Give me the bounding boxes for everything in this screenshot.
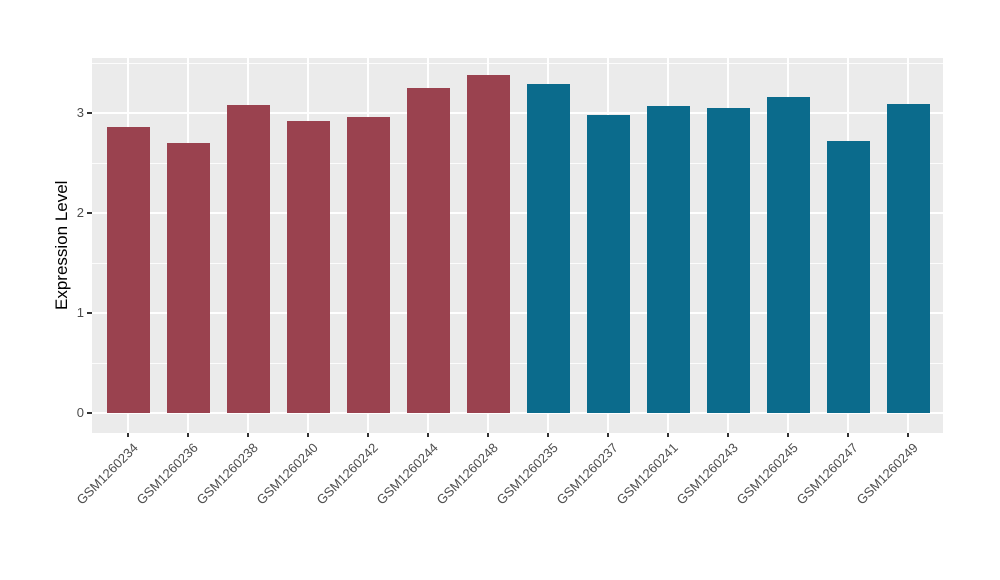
bar-GSM1260245	[766, 97, 810, 413]
x-tick-label: GSM1260249	[853, 440, 921, 508]
bar-GSM1260240	[286, 121, 330, 413]
major-gridline	[92, 412, 943, 414]
minor-gridline	[92, 163, 943, 164]
x-tick-mark	[607, 433, 609, 437]
x-tick-mark	[847, 433, 849, 437]
y-tick-label: 2	[76, 205, 84, 220]
bar-GSM1260247	[826, 141, 870, 413]
x-tick-mark	[247, 433, 249, 437]
bar-GSM1260248	[466, 75, 510, 413]
x-tick-mark	[487, 433, 489, 437]
y-tick-mark	[87, 112, 92, 114]
y-tick-label: 3	[76, 105, 84, 120]
x-tick-label: GSM1260237	[553, 440, 621, 508]
x-tick-label: GSM1260235	[493, 440, 561, 508]
bar-GSM1260243	[706, 108, 750, 413]
x-tick-mark	[667, 433, 669, 437]
x-tick-mark	[307, 433, 309, 437]
major-gridline	[92, 112, 943, 114]
y-tick-label: 0	[76, 405, 84, 420]
bar-GSM1260242	[346, 117, 390, 413]
y-tick-mark	[87, 412, 92, 414]
bar-GSM1260237	[586, 115, 630, 413]
x-tick-label: GSM1260240	[253, 440, 321, 508]
x-tick-label: GSM1260248	[433, 440, 501, 508]
minor-gridline	[92, 263, 943, 264]
x-tick-label: GSM1260243	[673, 440, 741, 508]
bar-GSM1260234	[106, 127, 150, 413]
x-tick-label: GSM1260245	[733, 440, 801, 508]
x-tick-mark	[427, 433, 429, 437]
x-tick-mark	[187, 433, 189, 437]
x-tick-label: GSM1260234	[73, 440, 141, 508]
y-tick-mark	[87, 312, 92, 314]
x-tick-label: GSM1260241	[613, 440, 681, 508]
x-tick-mark	[907, 433, 909, 437]
x-tick-mark	[547, 433, 549, 437]
x-tick-label: GSM1260244	[373, 440, 441, 508]
major-gridline	[92, 212, 943, 214]
bar-GSM1260238	[226, 105, 270, 413]
y-tick-mark	[87, 212, 92, 214]
bar-GSM1260236	[166, 143, 210, 413]
minor-gridline	[92, 363, 943, 364]
y-tick-label: 1	[76, 305, 84, 320]
x-tick-label: GSM1260236	[133, 440, 201, 508]
x-tick-mark	[787, 433, 789, 437]
bar-GSM1260241	[646, 106, 690, 413]
x-tick-label: GSM1260247	[793, 440, 861, 508]
minor-gridline	[92, 63, 943, 64]
major-gridline	[92, 312, 943, 314]
x-tick-mark	[727, 433, 729, 437]
bar-GSM1260235	[526, 84, 570, 413]
x-tick-label: GSM1260238	[193, 440, 261, 508]
bar-GSM1260249	[886, 104, 930, 413]
x-tick-label: GSM1260242	[313, 440, 381, 508]
bar-GSM1260244	[406, 88, 450, 413]
plot-panel	[92, 58, 943, 433]
x-tick-mark	[127, 433, 129, 437]
x-tick-mark	[367, 433, 369, 437]
